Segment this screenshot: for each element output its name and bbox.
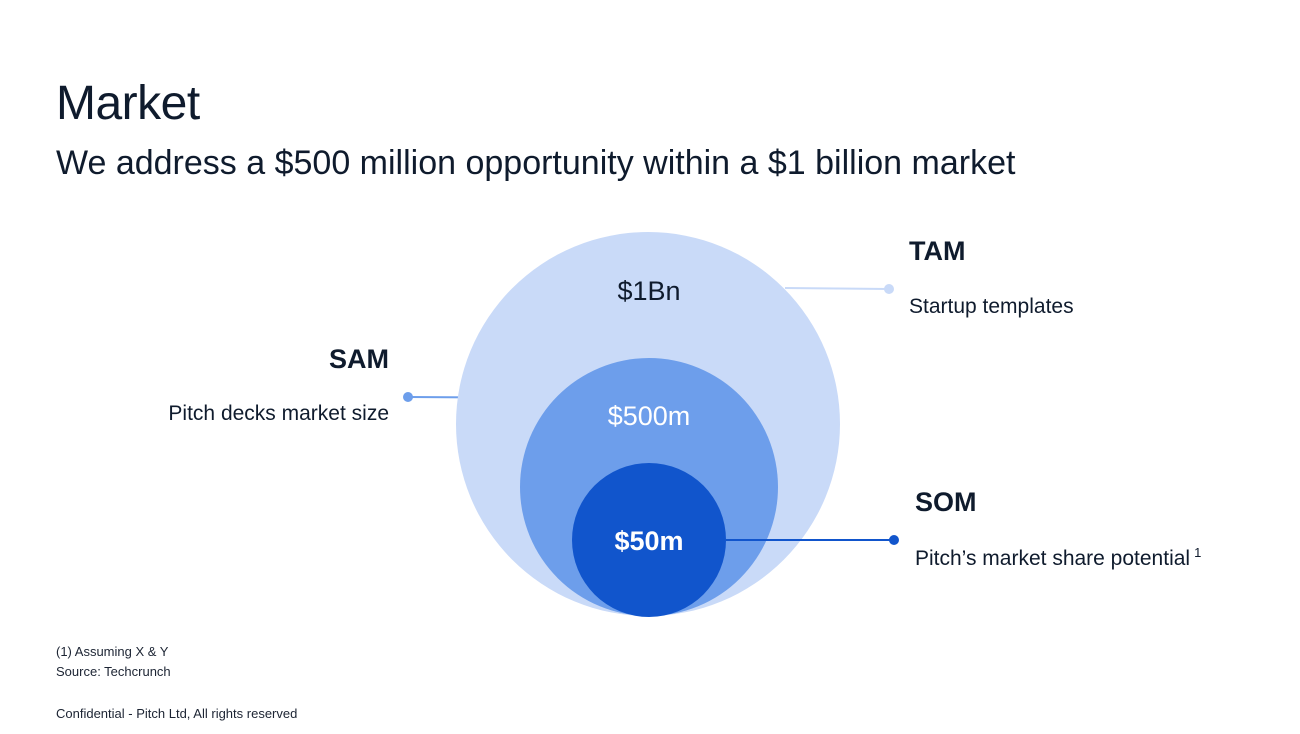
footnote-note: (1) Assuming X & Y	[56, 644, 169, 659]
som-footnote-marker: 1	[1194, 545, 1202, 560]
som-heading: SOM	[915, 487, 977, 517]
som-description-wrapper: Pitch’s market share potential 1	[915, 545, 1201, 571]
som-circle	[572, 463, 726, 617]
confidential-notice: Confidential - Pitch Ltd, All rights res…	[56, 706, 298, 721]
tam-description: Startup templates	[909, 295, 1074, 318]
tam-connector-line	[784, 287, 890, 290]
som-description: Pitch’s market share potential	[915, 547, 1191, 570]
sam-heading: SAM	[329, 344, 389, 374]
som-value: $50m	[614, 526, 683, 556]
tam-connector-dot	[884, 284, 894, 294]
som-connector-dot	[889, 535, 899, 545]
slide-title: Market	[56, 77, 200, 130]
footnote-source: Source: Techcrunch	[56, 664, 171, 679]
tam-heading: TAM	[909, 236, 966, 266]
sam-value: $500m	[608, 401, 691, 431]
sam-description: Pitch decks market size	[168, 402, 389, 425]
sam-connector-dot	[403, 392, 413, 402]
slide-subtitle: We address a $500 million opportunity wi…	[56, 144, 1016, 182]
tam-value: $1Bn	[617, 276, 680, 306]
